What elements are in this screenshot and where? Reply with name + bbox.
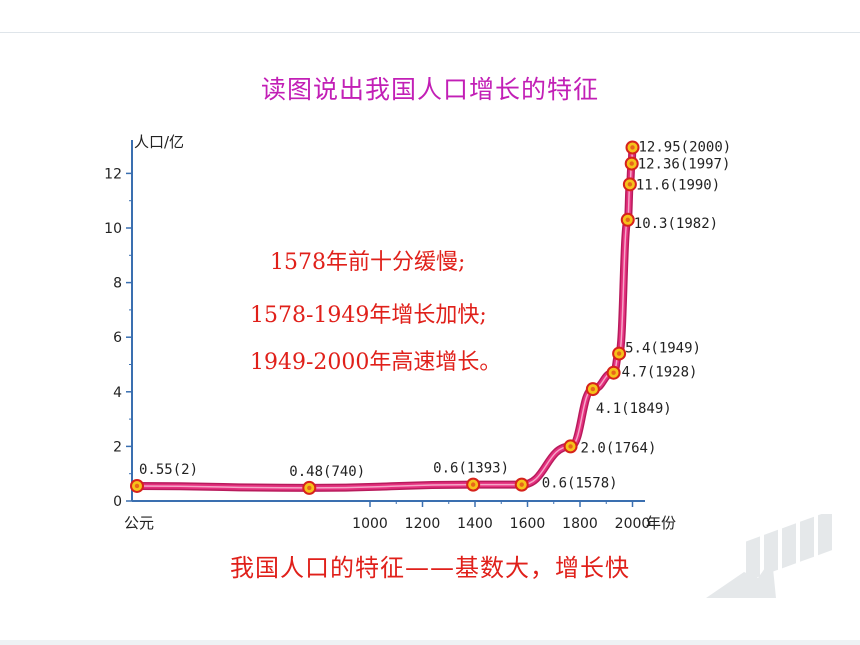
data-point-label: 12.95(2000) [639, 139, 732, 155]
data-point-center [616, 351, 622, 356]
data-point-center [568, 444, 573, 449]
x-tick-label: 1400 [457, 516, 493, 532]
x-origin-label: 公元 [124, 514, 154, 532]
data-point-center [625, 217, 630, 223]
y-tick-label: 8 [113, 276, 122, 292]
data-point-center [470, 482, 476, 487]
y-tick-label: 6 [113, 330, 122, 346]
watermark-logo [706, 514, 832, 598]
page-title: 读图说出我国人口增长的特征 [260, 75, 599, 104]
y-tick-label: 2 [113, 439, 122, 455]
data-point-label: 0.6(1578) [542, 476, 618, 492]
x-tick-label: 2000 [615, 516, 651, 532]
data-point-label: 5.4(1949) [625, 341, 701, 357]
data-point-label: 10.3(1982) [634, 216, 718, 232]
conclusion-text: 我国人口的特征——基数大，增长快 [230, 554, 630, 582]
data-point-center [307, 485, 312, 491]
x-axis-label: 年份 [646, 514, 676, 532]
data-point-center [134, 483, 140, 489]
data-point-label: 0.48(740) [289, 464, 365, 480]
data-point-label: 12.36(1997) [638, 157, 731, 173]
data-point-label: 0.55(2) [139, 462, 198, 478]
data-point-center [519, 482, 524, 487]
data-point-label: 11.6(1990) [636, 177, 720, 193]
data-point-label: 2.0(1764) [581, 440, 657, 456]
data-point-center [590, 386, 596, 392]
data-point-label: 4.1(1849) [596, 401, 672, 417]
y-tick-label: 0 [113, 494, 122, 510]
y-axis-label: 人口/亿 [134, 133, 184, 151]
y-tick-label: 12 [104, 166, 122, 182]
bottom-rule [0, 640, 860, 645]
data-point-label: 4.7(1928) [622, 365, 698, 381]
x-tick-label: 1000 [352, 516, 388, 532]
data-point-center [630, 145, 635, 150]
data-point-label: 0.6(1393) [433, 461, 509, 477]
data-point-center [611, 370, 616, 375]
x-tick-label: 1200 [405, 516, 441, 532]
top-rule [0, 32, 860, 33]
note-rapid-growth: 1949-2000年高速增长。 [250, 350, 502, 375]
x-tick-label: 1800 [562, 516, 598, 532]
note-faster-growth: 1578-1949年增长加快; [250, 303, 487, 328]
x-tick-label: 1600 [510, 516, 546, 532]
y-tick-label: 4 [113, 385, 122, 401]
note-slow-growth: 1578年前十分缓慢; [270, 250, 466, 275]
y-tick-label: 10 [104, 221, 122, 237]
data-point-center [629, 161, 634, 166]
data-point-center [627, 182, 633, 187]
